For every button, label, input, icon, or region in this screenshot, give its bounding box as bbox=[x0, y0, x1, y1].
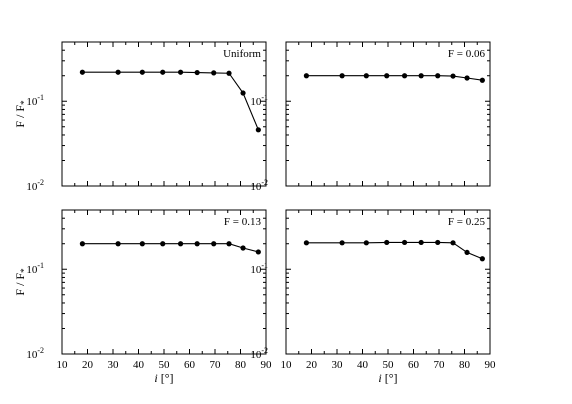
data-point bbox=[240, 90, 246, 96]
data-point bbox=[226, 241, 232, 247]
x-tick-label: 50 bbox=[383, 359, 395, 371]
x-tick-label: 80 bbox=[459, 359, 471, 371]
data-point bbox=[303, 240, 309, 246]
data-point bbox=[435, 73, 441, 79]
data-point bbox=[450, 73, 456, 79]
data-point bbox=[194, 241, 200, 247]
x-axis-label: i [°] bbox=[154, 371, 173, 385]
panel-1: 10-1 10-2 Uniform F / F* bbox=[13, 41, 267, 193]
y-tick-label: 10-1 bbox=[250, 261, 268, 276]
y-axis-label: F / F* bbox=[13, 268, 29, 296]
x-tick-label: 90 bbox=[261, 359, 273, 371]
x-tick-label: 70 bbox=[210, 359, 222, 371]
data-point bbox=[115, 69, 121, 75]
series-line bbox=[82, 243, 259, 253]
y-tick-label: 10-2 bbox=[250, 346, 268, 361]
data-point bbox=[79, 241, 85, 247]
y-tick-label: 10-1 bbox=[250, 93, 268, 108]
x-tick-label: 10 bbox=[57, 359, 69, 371]
data-point bbox=[401, 239, 408, 246]
data-point bbox=[384, 73, 390, 79]
panel-label: F = 0.25 bbox=[448, 216, 486, 228]
y-tick-label: 10-2 bbox=[26, 346, 44, 361]
plot-frame bbox=[61, 41, 267, 187]
series-line bbox=[82, 71, 259, 131]
x-tick-label: 30 bbox=[108, 359, 120, 371]
x-tick-label: 90 bbox=[485, 359, 497, 371]
data-point bbox=[240, 245, 246, 251]
data-point bbox=[384, 239, 390, 246]
data-point bbox=[479, 77, 485, 83]
data-point bbox=[339, 73, 345, 79]
panel-3: 10 20 30 40 50 60 70 80 90 10-1 10-2 F = 0.13 F / F*… bbox=[13, 209, 273, 385]
y-tick-label: 10-2 bbox=[26, 178, 44, 193]
x-tick-label: 10 bbox=[281, 359, 293, 371]
data-point bbox=[418, 239, 424, 246]
data-point bbox=[479, 256, 485, 262]
x-tick-label: 50 bbox=[159, 359, 171, 371]
data-point bbox=[226, 70, 232, 76]
y-tick-label: 10-1 bbox=[26, 93, 44, 108]
series-line bbox=[306, 241, 483, 260]
x-tick-label: 30 bbox=[332, 359, 344, 371]
x-tick-label: 60 bbox=[184, 359, 196, 371]
data-point bbox=[139, 241, 145, 247]
data-point bbox=[363, 240, 369, 246]
data-point bbox=[450, 240, 456, 246]
y-tick-label: 10-2 bbox=[250, 178, 268, 193]
x-tick-label: 60 bbox=[408, 359, 420, 371]
plot-frame bbox=[285, 209, 491, 355]
y-tick-label: 10-1 bbox=[26, 261, 44, 276]
x-tick-label: 70 bbox=[434, 359, 446, 371]
x-tick-label: 80 bbox=[235, 359, 247, 371]
data-point bbox=[177, 69, 184, 75]
data-point bbox=[435, 239, 441, 246]
panel-label: F = 0.06 bbox=[448, 48, 486, 60]
data-point bbox=[177, 241, 184, 247]
data-point bbox=[139, 69, 145, 75]
panel-2: 10-1 10-2 F = 0.06 bbox=[250, 41, 491, 193]
series-line bbox=[306, 75, 483, 81]
data-point bbox=[115, 241, 121, 247]
data-point bbox=[211, 241, 217, 247]
x-tick-label: 40 bbox=[133, 359, 145, 371]
plot-frame bbox=[285, 41, 491, 187]
panel-4: 10 20 30 40 50 60 70 80 90 10-1 10-2 F = 0.25 i [°] bbox=[250, 209, 497, 385]
data-point bbox=[418, 73, 424, 79]
panel-label: F = 0.13 bbox=[224, 216, 262, 228]
data-point bbox=[79, 69, 85, 75]
data-point bbox=[211, 70, 217, 76]
panel-label: Uniform bbox=[223, 48, 261, 60]
y-axis-label: F / F* bbox=[13, 100, 29, 128]
data-point bbox=[339, 240, 345, 246]
x-tick-label: 20 bbox=[82, 359, 94, 371]
data-point bbox=[363, 73, 369, 79]
data-point bbox=[464, 75, 470, 81]
x-tick-label: 20 bbox=[306, 359, 318, 371]
plot-frame bbox=[61, 209, 267, 355]
data-point bbox=[464, 249, 470, 256]
x-axis-label: i [°] bbox=[378, 371, 397, 385]
data-point bbox=[255, 249, 261, 255]
data-point bbox=[194, 69, 200, 76]
data-point bbox=[160, 241, 166, 247]
data-point bbox=[303, 73, 309, 79]
data-point bbox=[160, 69, 166, 75]
x-tick-label: 40 bbox=[357, 359, 369, 371]
data-point bbox=[401, 73, 408, 79]
data-point bbox=[255, 127, 261, 133]
